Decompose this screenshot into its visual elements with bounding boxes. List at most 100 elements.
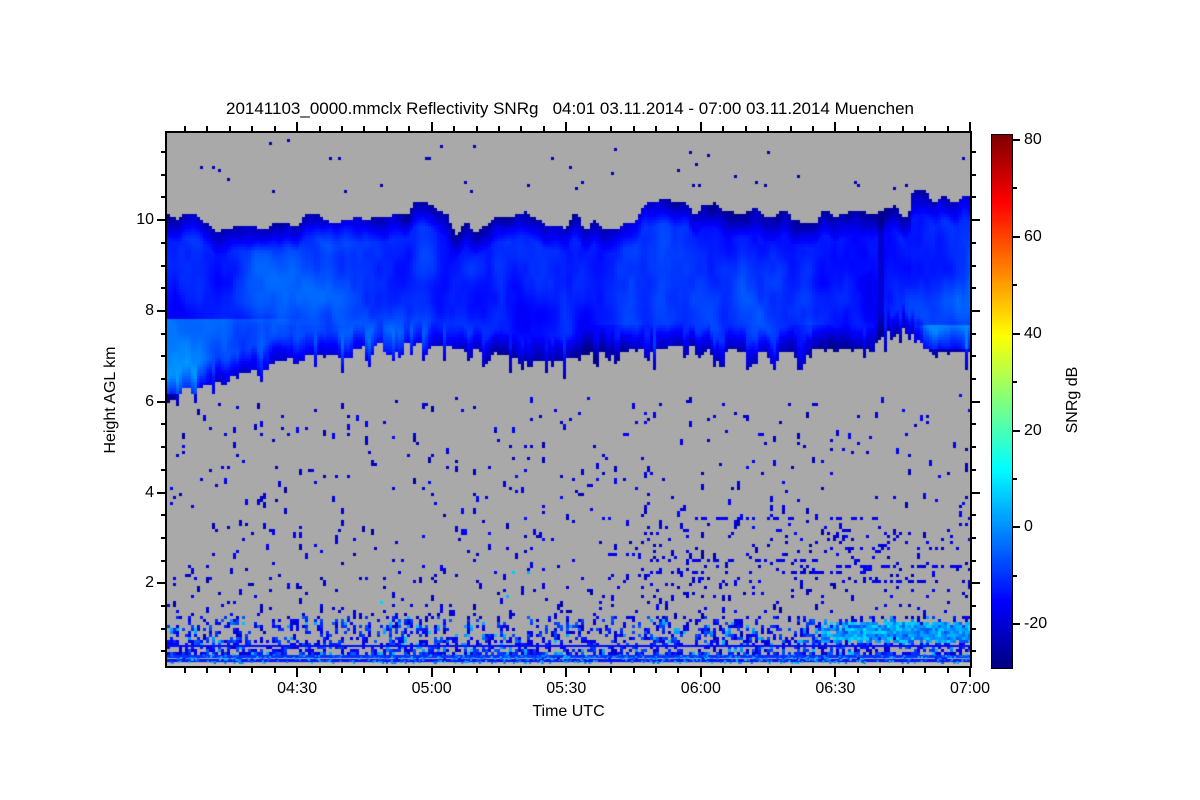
x-minor-tick (206, 126, 209, 131)
x-major-tick (430, 668, 433, 677)
y-minor-tick (161, 332, 166, 335)
x-minor-tick (879, 668, 882, 673)
y-major-tick (971, 219, 980, 222)
x-minor-tick (767, 668, 770, 673)
colorbar-tick-label: 60 (1024, 227, 1042, 245)
x-minor-tick (924, 668, 927, 673)
y-minor-tick (971, 287, 976, 290)
x-minor-tick (206, 668, 209, 673)
y-minor-tick (161, 355, 166, 358)
y-major-tick (971, 582, 980, 585)
y-minor-tick (161, 287, 166, 290)
x-minor-tick (632, 668, 635, 673)
x-minor-tick (385, 126, 388, 131)
x-minor-tick (542, 668, 545, 673)
x-minor-tick (677, 126, 680, 131)
y-major-tick (971, 309, 980, 312)
colorbar-label: SNRg dB (1064, 366, 1081, 434)
y-minor-tick (161, 423, 166, 426)
y-minor-tick (161, 241, 166, 244)
x-minor-tick (520, 126, 523, 131)
colorbar-major-tick (1013, 623, 1020, 626)
x-minor-tick (340, 668, 343, 673)
y-minor-tick (971, 468, 976, 471)
y-minor-tick (161, 173, 166, 176)
y-minor-tick (971, 446, 976, 449)
y-minor-tick (971, 241, 976, 244)
x-major-tick (430, 122, 433, 131)
y-minor-tick (971, 173, 976, 176)
x-minor-tick (497, 126, 500, 131)
y-minor-tick (971, 627, 976, 630)
colorbar-major-tick (1013, 332, 1020, 335)
y-tick-label: 6 (145, 392, 154, 410)
x-minor-tick (789, 126, 792, 131)
y-minor-tick (161, 446, 166, 449)
y-minor-tick (971, 196, 976, 199)
y-major-tick (157, 400, 166, 403)
plot-title: 20141103_0000.mmclx Reflectivity SNRg 04… (225, 99, 914, 118)
x-minor-tick (610, 126, 613, 131)
x-minor-tick (340, 126, 343, 131)
y-minor-tick (161, 151, 166, 154)
x-tick-label: 07:00 (949, 680, 991, 697)
colorbar-major-tick (1013, 138, 1020, 141)
x-minor-tick (901, 126, 904, 131)
y-minor-tick (161, 559, 166, 562)
y-minor-tick (971, 650, 976, 653)
colorbar-tick-label: -20 (1024, 615, 1048, 633)
x-minor-tick (273, 126, 276, 131)
colorbar-minor-tick (1013, 574, 1017, 577)
x-minor-tick (654, 126, 657, 131)
colorbar-major-tick (1013, 235, 1020, 238)
x-tick-label: 05:00 (411, 680, 452, 697)
x-minor-tick (856, 126, 859, 131)
x-major-tick (969, 122, 971, 131)
y-major-tick (971, 400, 980, 403)
x-major-tick (969, 668, 971, 677)
y-minor-tick (161, 468, 166, 471)
x-minor-tick (677, 668, 680, 673)
x-minor-tick (497, 668, 500, 673)
y-minor-tick (971, 332, 976, 335)
x-minor-tick (789, 668, 792, 673)
x-minor-tick (520, 668, 523, 673)
colorbar-canvas (992, 135, 1012, 668)
y-minor-tick (971, 514, 976, 517)
x-major-tick (296, 668, 299, 677)
x-minor-tick (475, 126, 478, 131)
x-minor-tick (363, 668, 366, 673)
y-major-tick (157, 219, 166, 222)
x-major-tick (834, 668, 837, 677)
y-minor-tick (161, 536, 166, 539)
colorbar-minor-tick (1013, 478, 1017, 481)
x-tick-label: 04:30 (277, 680, 318, 697)
x-minor-tick (251, 126, 254, 131)
x-minor-tick (251, 668, 254, 673)
y-minor-tick (971, 423, 976, 426)
x-minor-tick (183, 126, 186, 131)
y-minor-tick (971, 536, 976, 539)
x-tick-label: 06:30 (815, 680, 856, 697)
x-minor-tick (183, 668, 186, 673)
x-minor-tick (879, 126, 882, 131)
y-major-tick (971, 491, 980, 494)
y-minor-tick (971, 264, 976, 267)
x-minor-tick (767, 126, 770, 131)
x-minor-tick (654, 668, 657, 673)
x-major-tick (834, 122, 837, 131)
x-tick-label: 06:00 (680, 680, 721, 697)
x-minor-tick (273, 668, 276, 673)
y-minor-tick (971, 559, 976, 562)
colorbar-tick-label: 20 (1024, 421, 1042, 439)
y-tick-label: 2 (145, 574, 154, 592)
x-minor-tick (924, 126, 927, 131)
y-minor-tick (161, 514, 166, 517)
x-minor-tick (228, 126, 231, 131)
x-minor-tick (722, 668, 725, 673)
y-minor-tick (161, 605, 166, 608)
colorbar-minor-tick (1013, 284, 1017, 287)
x-major-tick (565, 668, 568, 677)
x-minor-tick (856, 668, 859, 673)
